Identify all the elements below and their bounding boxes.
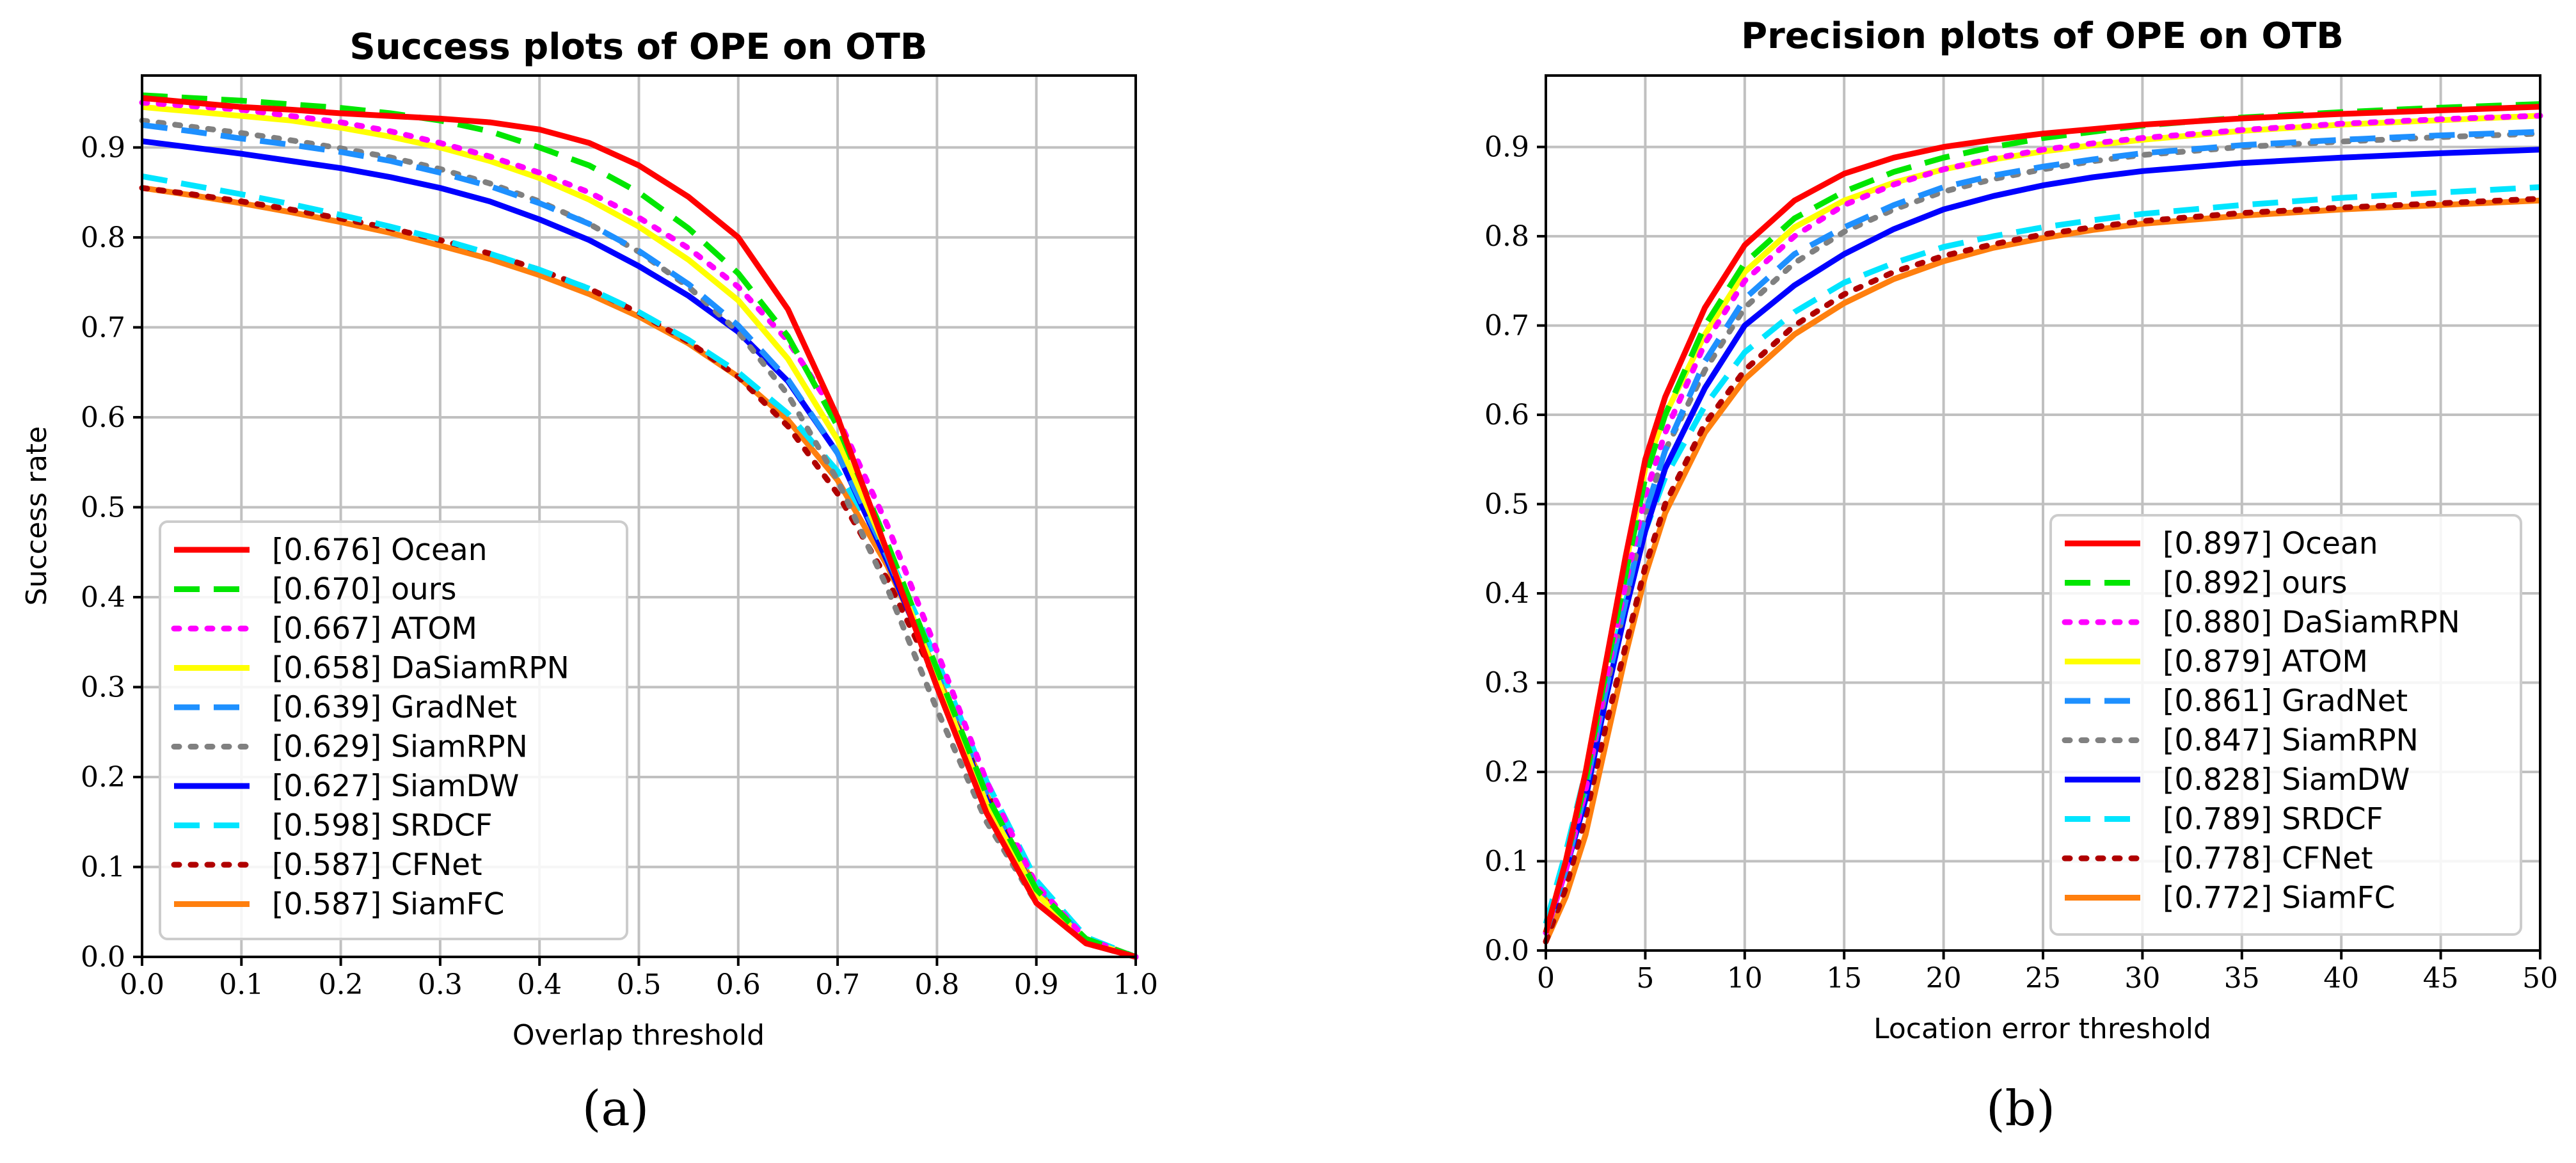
precision-plot-xlabel: Location error threshold [1873,1013,2211,1045]
precision-xtick-label: 35 [2224,962,2260,995]
precision-legend-label: [0.897] Ocean [2163,526,2378,561]
success-ytick-label: 0.7 [81,311,125,344]
success-xtick-label: 0.9 [1014,968,1059,1001]
precision-legend-label: [0.847] SiamRPN [2163,723,2419,758]
success-series-line-4 [141,104,1137,960]
success-xtick-label: 0.8 [914,968,959,1001]
precision-xtick-label: 0 [1537,962,1555,995]
success-xtick-label: 1.0 [1113,968,1158,1001]
precision-ytick-label: 0.2 [1484,756,1529,789]
precision-ytick-label: 0.1 [1484,846,1529,878]
precision-ytick-label: 0.5 [1484,488,1529,521]
success-legend-label: [0.658] DaSiamRPN [272,651,569,686]
success-xtick-label: 0.3 [418,968,463,1001]
success-ytick-label: 0.1 [81,851,125,883]
success-ytick-label: 0.9 [81,131,125,164]
success-plot-title: Success plots of OPE on OTB [349,26,927,68]
success-xtick-label: 0.6 [716,968,761,1001]
success-plot-ylabel: Success rate [20,426,53,606]
precision-legend-label: [0.828] SiamDW [2163,762,2410,798]
precision-ytick-label: 0.4 [1484,577,1529,610]
success-ytick-label: 0.4 [81,581,125,614]
success-plot-legend: [0.676] Ocean [0.670] ours [0.667] ATOM [0.… [159,520,628,940]
precision-plot-title: Precision plots of OPE on OTB [1741,15,2344,57]
success-legend-label: [0.676] Ocean [272,533,488,568]
success-series-line-1 [141,95,1137,960]
success-plot-caption: (a) [582,1080,649,1137]
success-ytick-label: 0.8 [81,221,125,254]
precision-legend-label: [0.789] SRDCF [2163,802,2383,837]
precision-xtick-label: 5 [1636,962,1654,995]
success-xtick-label: 0.1 [219,968,264,1001]
precision-plot-caption: (b) [1986,1080,2055,1137]
success-legend-label: [0.629] SiamRPN [272,730,528,765]
success-ytick-label: 0.6 [81,401,125,434]
precision-legend-label: [0.778] CFNet [2163,841,2373,876]
precision-legend-label: [0.772] SiamFC [2163,881,2396,916]
success-xtick-label: 0.4 [517,968,562,1001]
precision-xtick-label: 25 [2025,962,2061,995]
precision-series-line-8 [1543,184,2541,925]
success-ytick-label: 0.2 [81,761,125,794]
success-legend-label: [0.598] SRDCF [272,808,493,844]
success-legend-label: [0.587] SiamFC [272,887,505,922]
success-legend-label: [0.587] CFNet [272,847,482,883]
success-xtick-label: 0.7 [815,968,860,1001]
precision-xtick-label: 45 [2423,962,2459,995]
precision-ytick-label: 0.6 [1484,399,1529,431]
success-xtick-label: 0.2 [319,968,363,1001]
success-legend-label: [0.667] ATOM [272,611,477,646]
success-legend-label: [0.627] SiamDW [272,769,519,804]
precision-series-line-10 [1543,197,2541,943]
success-xtick-label: 0.5 [617,968,662,1001]
precision-legend-label: [0.879] ATOM [2163,645,2368,680]
precision-ytick-label: 0.8 [1484,220,1529,253]
success-plot-xlabel: Overlap threshold [513,1019,765,1052]
success-plot: 0.0 0.1 0.2 0.3 0.4 0.5 0.6 0.7 0.8 0.9 1.0 0.0 0.1 0… [20,26,1158,1137]
precision-series-line-5 [1543,129,2541,934]
success-series-line-2 [141,92,1137,960]
precision-xtick-label: 30 [2124,962,2160,995]
precision-ytick-label: 0.9 [1484,131,1529,164]
success-ytick-label: 0.0 [81,941,125,974]
success-series-line-3 [139,99,1139,960]
success-legend-label: [0.670] ours [272,572,457,607]
precision-plot: 0 5 10 15 20 25 30 35 40 45 50 0.0 0.1 0.2 0.3 0.4 0.5 0.… [1484,15,2558,1137]
success-xtick-label: 0.0 [120,968,164,1001]
precision-xtick-label: 50 [2522,962,2558,995]
precision-xtick-label: 40 [2323,962,2359,995]
precision-legend-label: [0.880] DaSiamRPN [2163,605,2460,640]
precision-series-line-9 [1543,196,2543,945]
success-legend-label: [0.639] GradNet [272,690,517,725]
precision-plot-legend: [0.897] Ocean [0.892] ours [0.880] DaSiamR… [2049,514,2522,936]
precision-series-line-1 [1543,104,2541,934]
precision-xtick-label: 15 [1826,962,1862,995]
precision-legend-label: [0.861] GradNet [2163,684,2408,719]
precision-ytick-label: 0.3 [1484,667,1529,700]
precision-legend-label: [0.892] ours [2163,566,2348,601]
precision-ytick-label: 0.0 [1484,934,1529,967]
precision-xtick-label: 10 [1727,962,1763,995]
success-ytick-label: 0.5 [81,491,125,524]
precision-ytick-label: 0.7 [1484,310,1529,342]
success-ytick-label: 0.3 [81,671,125,703]
precision-xtick-label: 20 [1926,962,1962,995]
